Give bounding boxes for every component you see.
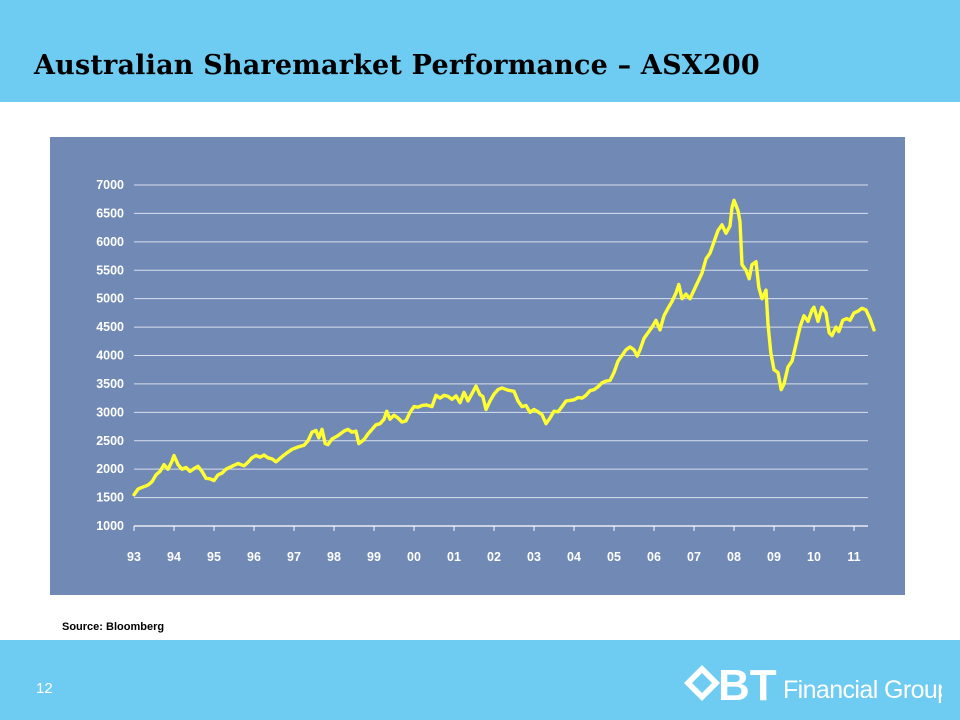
- y-tick-label: 2500: [96, 434, 124, 448]
- bt-financial-group-logo: BT Financial Group: [684, 662, 942, 704]
- logo-mark: BT: [718, 662, 777, 704]
- page-number: 12: [36, 680, 53, 697]
- line-chart: 1000150020002500300035004000450050005500…: [96, 178, 876, 564]
- x-tick-label: 93: [127, 550, 141, 564]
- y-tick-label: 4500: [96, 320, 124, 334]
- source-note: Source: Bloomberg: [62, 621, 165, 633]
- x-tick-label: 00: [407, 550, 421, 564]
- x-tick-label: 94: [167, 550, 181, 564]
- y-tick-label: 3500: [96, 377, 124, 391]
- x-tick-label: 95: [207, 550, 221, 564]
- x-tick-label: 08: [727, 550, 741, 564]
- y-tick-label: 6500: [96, 206, 124, 220]
- logo-text: Financial Group: [783, 676, 942, 704]
- x-tick-label: 06: [647, 550, 661, 564]
- y-tick-label: 3000: [96, 405, 124, 419]
- y-tick-label: 5500: [96, 263, 124, 277]
- x-tick-label: 10: [807, 550, 821, 564]
- x-tick-label: 97: [287, 550, 301, 564]
- y-tick-label: 4000: [96, 349, 124, 363]
- x-tick-label: 03: [527, 550, 541, 564]
- series-line: [132, 198, 876, 497]
- header-band: [0, 0, 960, 102]
- x-tick-label: 07: [687, 550, 701, 564]
- y-tick-label: 2000: [96, 462, 124, 476]
- x-tick-label: 99: [367, 550, 381, 564]
- x-tick-label: 02: [487, 550, 501, 564]
- y-tick-label: 6000: [96, 235, 124, 249]
- x-tick-label: 98: [327, 550, 341, 564]
- x-tick-label: 96: [247, 550, 261, 564]
- y-tick-label: 1500: [96, 491, 124, 505]
- x-tick-label: 11: [847, 550, 860, 564]
- x-tick-label: 01: [447, 550, 461, 564]
- footer-band: [0, 640, 960, 720]
- slide-title: Australian Sharemarket Performance – ASX…: [34, 50, 760, 81]
- y-tick-label: 1000: [96, 519, 124, 533]
- x-tick-label: 05: [607, 550, 621, 564]
- x-tick-label: 04: [567, 550, 581, 564]
- x-tick-label: 09: [767, 550, 781, 564]
- y-tick-label: 5000: [96, 292, 124, 306]
- diamond-inner-icon: [692, 673, 712, 693]
- chart-panel: 1000 1500 2000 2500 3000 3500 4000 4500 5000 5500…: [50, 137, 905, 595]
- y-tick-label: 7000: [96, 178, 124, 192]
